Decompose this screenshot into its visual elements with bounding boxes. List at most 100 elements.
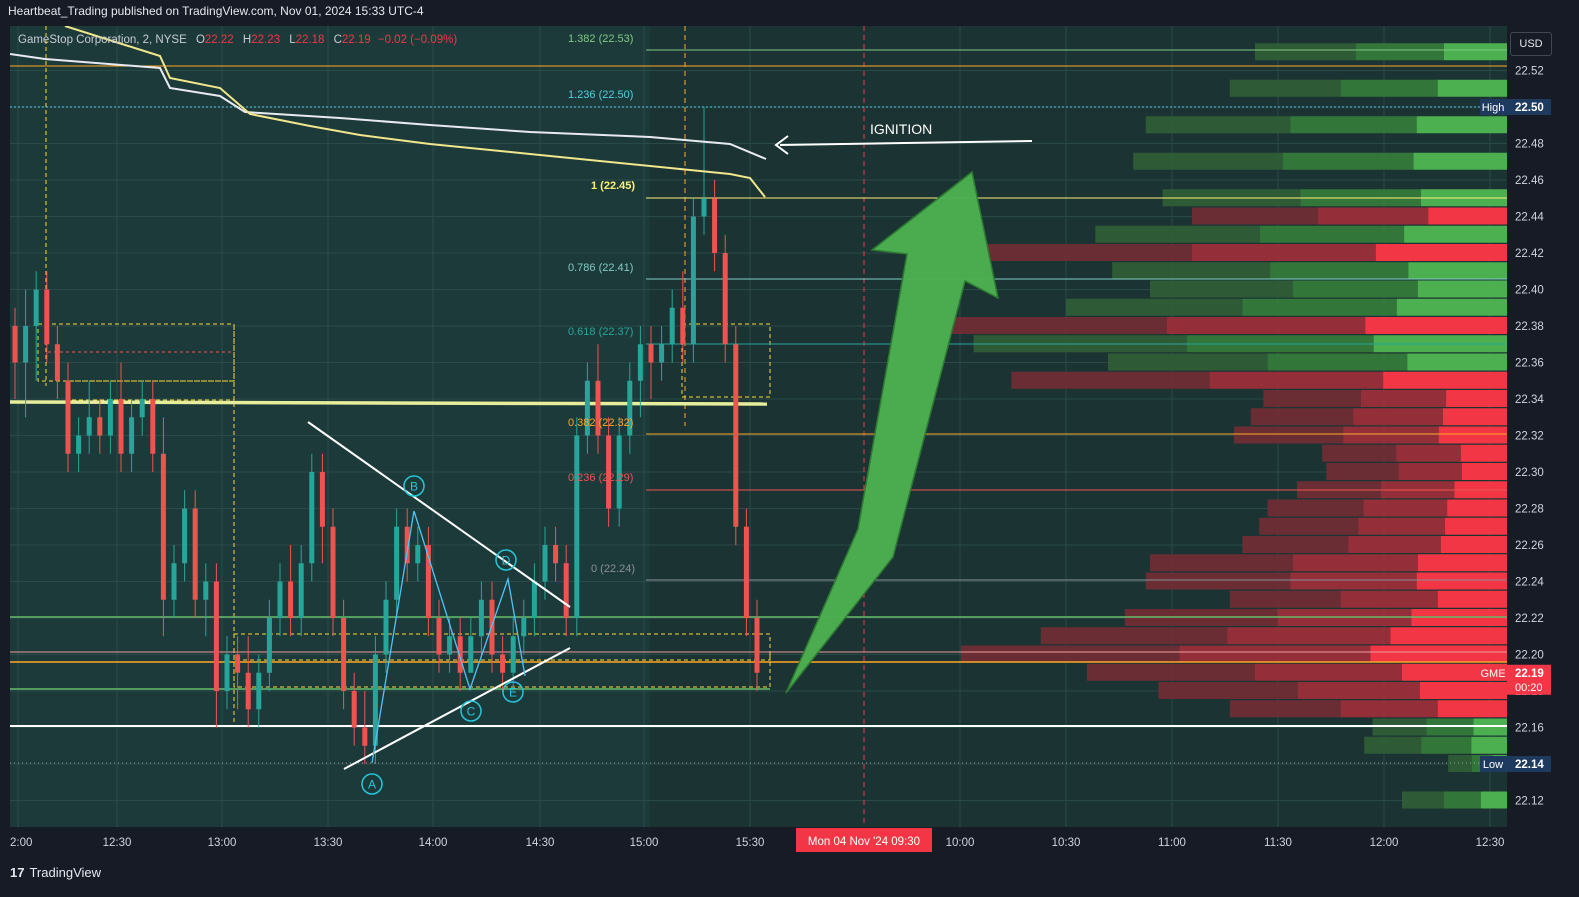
volume-profile-bar	[1364, 736, 1422, 754]
candle-body	[637, 344, 643, 381]
volume-profile-bar	[1234, 426, 1344, 444]
volume-profile-bar	[1267, 353, 1408, 371]
volume-profile-bar	[1322, 444, 1397, 462]
low-label: Low	[1483, 759, 1503, 771]
candle-body	[415, 545, 421, 564]
volume-profile-bar	[1229, 79, 1341, 97]
wave-label-c: C	[467, 705, 476, 719]
volume-profile-bar	[1145, 116, 1291, 134]
price-tick: 22.38	[1515, 321, 1544, 333]
price-axis[interactable]: USD 22.52 22.48 22.46 22.44 22.42 22.40 22.38 2…	[1507, 26, 1569, 827]
volume-profile-bar	[1358, 517, 1446, 535]
price-tick: 22.42	[1515, 248, 1544, 260]
volume-profile-bar	[1318, 207, 1429, 225]
candle-body	[669, 307, 675, 345]
volume-profile-bar	[1416, 116, 1507, 134]
candle-body	[97, 417, 103, 436]
price-tick: 22.32	[1515, 431, 1544, 443]
time-tick: 12:30	[1476, 837, 1505, 849]
candle-body	[616, 435, 622, 509]
time-tick: 12:30	[103, 837, 132, 849]
footer: 17 TradingView	[0, 860, 1579, 897]
candle-body	[690, 216, 696, 345]
volume-profile-bar	[1437, 700, 1507, 718]
candle-body	[362, 727, 368, 746]
candle-body	[298, 563, 304, 618]
volume-profile-bar	[1447, 499, 1507, 517]
price-tick: 22.20	[1515, 650, 1544, 662]
candle-body	[330, 526, 336, 618]
candle-body	[531, 581, 537, 618]
volume-profile-bar	[1227, 627, 1391, 645]
legend-symbol: GameStop Corporation, 2, NYSE	[18, 34, 187, 46]
elliott-wave-path	[371, 510, 526, 764]
volume-profile-bar	[1270, 262, 1409, 280]
wave-marker	[361, 773, 383, 795]
last-value-bg	[1507, 664, 1551, 695]
tradingview-brand[interactable]: 17 TradingView	[10, 865, 101, 880]
volume-profile-bar	[1282, 152, 1414, 170]
volume-profile-bar	[1260, 225, 1405, 243]
candle-body	[521, 618, 527, 637]
volume-profile-bar	[1242, 298, 1397, 316]
vwap-band-line	[64, 26, 766, 198]
candle-body	[627, 380, 633, 436]
volume-profile-bar	[1375, 244, 1507, 261]
candle-body	[266, 618, 272, 673]
price-tick: 22.36	[1515, 358, 1544, 370]
time-tick: 11:00	[1158, 837, 1186, 849]
volume-profile-bar	[1417, 554, 1507, 572]
candle-body	[86, 417, 92, 436]
candle-body	[743, 526, 749, 618]
wave-marker	[502, 681, 524, 703]
candle-body	[65, 380, 71, 454]
candle-body	[553, 545, 559, 564]
candle-body	[457, 636, 463, 673]
time-tick: 10:30	[1052, 837, 1081, 849]
chart-canvas[interactable]: A B C D E 1.382 (22.53) 1.236 (22.50) 1 (22.45)…	[10, 26, 1507, 827]
high-label-bg	[1480, 99, 1507, 115]
volume-profile-bar	[1095, 225, 1261, 243]
price-tick: 22.22	[1515, 613, 1544, 625]
fib-label: 0.236 (22.29)	[568, 472, 633, 484]
volume-profile-bar	[1229, 590, 1341, 608]
candle-body	[659, 344, 665, 363]
future-date-badge: Mon 04 Nov '24 09:30	[808, 836, 920, 848]
volume-profile-bar	[1390, 627, 1507, 645]
price-tick: 22.12	[1515, 796, 1544, 808]
volume-profile-bar	[1011, 371, 1210, 389]
candle-body	[712, 198, 718, 253]
price-tick: 22.48	[1515, 139, 1544, 151]
chart-pane[interactable]: A B C D E 1.382 (22.53) 1.236 (22.50) 1 (22.45)…	[10, 26, 1507, 827]
candle-body	[447, 636, 453, 655]
low-value-bg	[1507, 756, 1551, 772]
wave-label-d: D	[502, 554, 511, 568]
time-tick: 15:00	[630, 837, 659, 849]
volume-profile-bar	[1297, 682, 1420, 699]
candle-body	[129, 417, 135, 454]
candle-body	[606, 435, 612, 509]
candle-body	[733, 344, 739, 527]
volume-profile-bar	[1267, 499, 1364, 517]
volume-profile-bar	[1445, 517, 1507, 535]
candle-body	[754, 618, 760, 673]
volume-profile-bar	[1471, 736, 1507, 754]
price-tick: 22.46	[1515, 175, 1544, 187]
legend-low: 22.18	[295, 34, 325, 46]
candle-body	[309, 472, 315, 564]
last-value: 22.19	[1515, 668, 1544, 680]
volume-profile-bar	[1292, 280, 1418, 298]
volume-profile-bar	[1383, 371, 1507, 389]
candle-body	[595, 380, 601, 436]
currency-button[interactable]: USD	[1510, 32, 1552, 56]
wave-marker	[460, 700, 482, 722]
high-value: 22.50	[1515, 102, 1544, 114]
low-value: 22.14	[1515, 759, 1544, 771]
candle-body	[33, 289, 39, 326]
candle-body	[383, 599, 389, 655]
time-axis[interactable]: 12:00 12:30 13:00 13:30 14:00 14:30 15:00 15:30…	[10, 827, 1507, 857]
legend-close-label: C	[333, 34, 342, 46]
volume-profile-bar	[1437, 79, 1507, 97]
candle-body	[54, 344, 60, 381]
last-countdown: 00:20	[1515, 682, 1543, 694]
